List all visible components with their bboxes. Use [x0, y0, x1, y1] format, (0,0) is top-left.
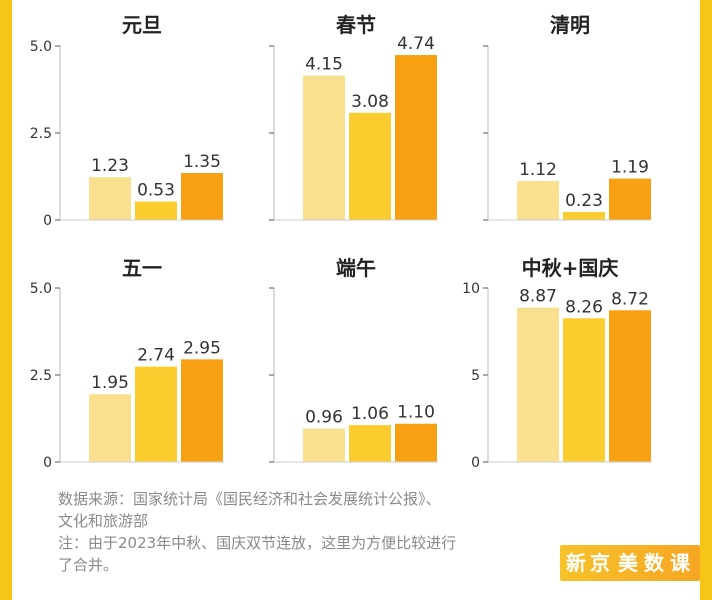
- bar-value-label: 0.53: [137, 181, 175, 201]
- chart-title: 端午: [336, 256, 376, 280]
- chart-panel: 五一 0 2.5 5.0 1.95 2.74 2.95: [30, 256, 224, 471]
- logo-char: 新: [566, 551, 586, 575]
- y-tick-label: 10: [462, 281, 480, 297]
- chart-panel: 端午 0.96 1.06 1.10: [269, 256, 438, 463]
- bar-value-label: 1.12: [519, 160, 557, 180]
- bar-value-label: 2.95: [183, 338, 221, 358]
- note-line-1: 注：由于2023年中秋、国庆双节连放，这里为方便比较进行: [58, 534, 457, 552]
- bar: [181, 173, 223, 220]
- bar: [609, 310, 651, 462]
- source-note: 数据来源：国家统计局《国民经济和社会发展统计公报》、 文化和旅游部 注：由于20…: [58, 488, 558, 576]
- bar: [517, 181, 559, 220]
- bar: [135, 201, 177, 220]
- bar-value-label: 1.19: [611, 158, 649, 178]
- bar-value-label: 8.26: [565, 297, 603, 317]
- bar: [303, 75, 345, 220]
- bar: [609, 178, 651, 220]
- bar-value-label: 3.08: [351, 92, 389, 112]
- y-tick-label: 2.5: [30, 126, 52, 142]
- bar-value-label: 1.23: [91, 156, 129, 176]
- bar-value-label: 4.74: [397, 34, 435, 54]
- chart-panel: 春节 4.15 3.08 4.74: [269, 13, 438, 221]
- y-tick-label: 2.5: [30, 368, 52, 384]
- y-tick-label: 0: [43, 213, 52, 229]
- bar: [181, 359, 223, 462]
- logo-char: 课: [670, 551, 690, 575]
- bar-value-label: 1.10: [397, 403, 435, 423]
- y-tick-label: 5.0: [30, 39, 52, 55]
- logo-char: 京: [590, 551, 610, 575]
- bar: [303, 428, 345, 462]
- y-tick-label: 5.0: [30, 281, 52, 297]
- bar: [563, 318, 605, 462]
- logo-char: 美: [618, 551, 638, 575]
- bar-value-label: 2.74: [137, 346, 175, 366]
- chart-title: 清明: [550, 13, 590, 37]
- bar: [517, 307, 559, 462]
- bar: [349, 425, 391, 462]
- y-tick-label: 5: [471, 368, 480, 384]
- source-line-2: 文化和旅游部: [58, 512, 149, 530]
- chart-title: 元旦: [122, 13, 162, 37]
- bar-value-label: 1.95: [91, 373, 129, 393]
- chart-title: 春节: [335, 13, 376, 37]
- logo-char: 数: [644, 551, 664, 575]
- bar-value-label: 0.23: [565, 191, 603, 211]
- bar-value-label: 0.96: [305, 408, 343, 428]
- y-tick-label: 0: [43, 455, 52, 471]
- bar: [395, 55, 437, 220]
- chart-panel: 元旦 0 2.5 5.0 1.23 0.53 1.35: [30, 13, 224, 229]
- y-tick-label: 0: [471, 455, 480, 471]
- source-line-1: 数据来源：国家统计局《国民经济和社会发展统计公报》、: [58, 490, 441, 508]
- bar: [563, 211, 605, 220]
- chart-title: 五一: [122, 256, 162, 280]
- bar: [395, 423, 437, 462]
- bar: [89, 394, 131, 462]
- bar-value-label: 4.15: [305, 55, 343, 75]
- bar: [349, 112, 391, 220]
- note-line-2: 了合并。: [58, 556, 119, 574]
- chart-panel: 中秋+国庆 0 5 10 8.87 8.26 8.72: [462, 256, 652, 471]
- bar: [135, 366, 177, 462]
- chart-title: 中秋+国庆: [522, 256, 619, 280]
- charts-panel: 元旦 0 2.5 5.0 1.23 0.53 1.35 春节 4.15 3.08 4.74 清明 1.1…: [30, 13, 652, 471]
- page: 元旦 0 2.5 5.0 1.23 0.53 1.35 春节 4.15 3.08 4.74 清明 1.1…: [12, 0, 700, 600]
- bar-value-label: 1.06: [351, 404, 389, 424]
- bar-value-label: 8.87: [519, 287, 557, 307]
- bar: [89, 177, 131, 220]
- chart-panel: 清明 1.12 0.23 1.19: [483, 13, 652, 221]
- brand-logo: 新 京 美 数 课: [560, 545, 700, 581]
- bar-value-label: 8.72: [611, 289, 649, 309]
- bar-value-label: 1.35: [183, 152, 221, 172]
